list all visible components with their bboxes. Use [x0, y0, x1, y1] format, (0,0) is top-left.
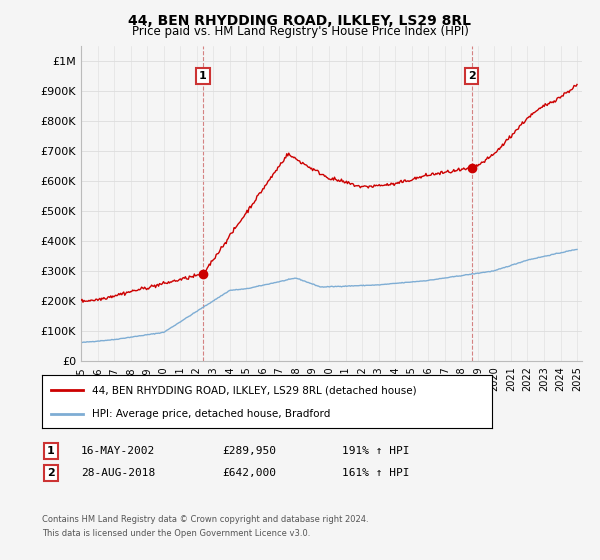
Text: £289,950: £289,950 — [222, 446, 276, 456]
Text: This data is licensed under the Open Government Licence v3.0.: This data is licensed under the Open Gov… — [42, 529, 310, 538]
Text: 161% ↑ HPI: 161% ↑ HPI — [342, 468, 409, 478]
Text: 1: 1 — [199, 71, 207, 81]
Text: 28-AUG-2018: 28-AUG-2018 — [81, 468, 155, 478]
Text: HPI: Average price, detached house, Bradford: HPI: Average price, detached house, Brad… — [92, 408, 330, 418]
Text: 2: 2 — [47, 468, 55, 478]
Text: Price paid vs. HM Land Registry's House Price Index (HPI): Price paid vs. HM Land Registry's House … — [131, 25, 469, 38]
Text: 191% ↑ HPI: 191% ↑ HPI — [342, 446, 409, 456]
Text: 16-MAY-2002: 16-MAY-2002 — [81, 446, 155, 456]
Text: 2: 2 — [468, 71, 476, 81]
Text: 1: 1 — [47, 446, 55, 456]
Text: 44, BEN RHYDDING ROAD, ILKLEY, LS29 8RL: 44, BEN RHYDDING ROAD, ILKLEY, LS29 8RL — [128, 14, 472, 28]
Text: £642,000: £642,000 — [222, 468, 276, 478]
Text: Contains HM Land Registry data © Crown copyright and database right 2024.: Contains HM Land Registry data © Crown c… — [42, 515, 368, 524]
Text: 44, BEN RHYDDING ROAD, ILKLEY, LS29 8RL (detached house): 44, BEN RHYDDING ROAD, ILKLEY, LS29 8RL … — [92, 385, 416, 395]
